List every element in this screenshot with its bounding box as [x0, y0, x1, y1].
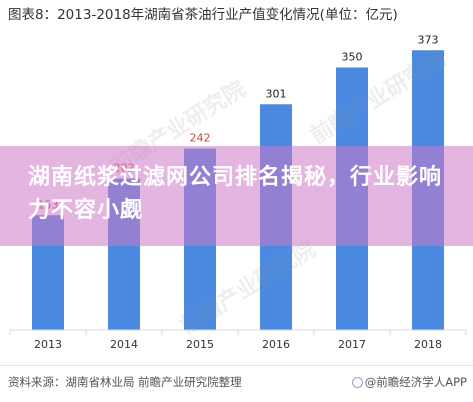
headline-banner: 湖南纸浆过滤网公司排名揭秘，行业影响力不容小觑 — [0, 146, 473, 246]
x-tick-label-2015: 2015 — [186, 338, 214, 351]
brand-logo-icon — [351, 377, 363, 388]
x-tick-label-2014: 2014 — [110, 338, 138, 351]
brand-text: @前瞻经济学人APP — [364, 375, 467, 389]
x-tick-label-2017: 2017 — [338, 338, 366, 351]
source-note: 资料来源：湖南省林业局 前瞻产业研究院整理 — [8, 375, 242, 389]
value-label-2016: 301 — [266, 87, 287, 100]
x-ticks-layer — [9, 330, 467, 335]
value-label-2015: 242 — [190, 132, 211, 145]
footer: 资料来源：湖南省林业局 前瞻产业研究院整理 @前瞻经济学人APP — [0, 365, 473, 402]
chart-title: 图表8：2013-2018年湖南省茶油行业产值变化情况(单位：亿元) — [8, 7, 398, 23]
x-tick-label-2013: 2013 — [34, 338, 62, 351]
value-label-2018: 373 — [418, 33, 439, 46]
value-label-2017: 350 — [342, 51, 363, 64]
banner-headline: 湖南纸浆过滤网公司排名揭秘，行业影响力不容小觑 — [28, 165, 443, 223]
x-tick-labels-layer: 2013 2014 2015 2016 2017 2018 — [34, 338, 442, 351]
x-tick-label-2016: 2016 — [262, 338, 290, 351]
brand-credit: @前瞻经济学人APP — [351, 374, 467, 390]
x-tick-label-2018: 2018 — [414, 338, 442, 351]
